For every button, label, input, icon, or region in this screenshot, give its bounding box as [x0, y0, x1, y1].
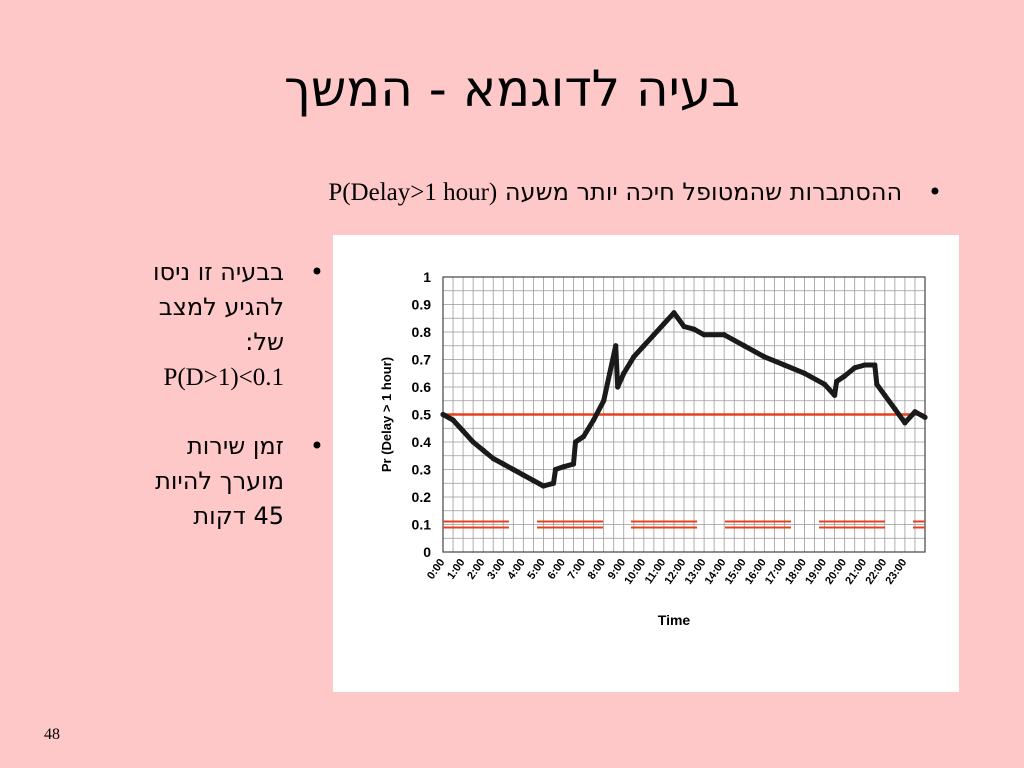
side-bullet-1: • בבעיה זו ניסו להגיע למצב של: P(D>1)<0.… [84, 255, 324, 395]
data-point [580, 433, 587, 440]
data-point [540, 483, 547, 489]
slide-title: בעיה לדוגמא - המשך [283, 60, 740, 118]
data-point [440, 411, 446, 418]
side-bullet-1-line-2: להגיע למצב [158, 293, 284, 321]
chart-panel: 0 0.1 0.2 0.3 0.4 0.5 0.6 0.7 0.8 0.9 1 0:00 1:00 2:0… [333, 235, 959, 692]
data-point [572, 439, 579, 445]
data-point [661, 321, 667, 327]
y-tick-label: 0.6 [412, 379, 432, 395]
bullet-dot: • [309, 258, 324, 286]
data-point [613, 343, 619, 349]
data-point [691, 326, 697, 332]
data-point [460, 428, 466, 434]
data-point [520, 472, 526, 478]
data-point [681, 323, 687, 330]
data-point [500, 461, 506, 467]
side-bullet-1-formula: P(D>1)<0.1 [163, 364, 284, 391]
data-point [912, 409, 918, 415]
top-bullet: • ההסתברות שהמטופל חיכה יותר משעה P(Dela… [328, 178, 942, 207]
x-tick-label: 5:00 [525, 557, 547, 582]
data-point [591, 417, 597, 423]
data-point [651, 332, 657, 338]
side-bullet-2-line-1: זמן שירות [186, 432, 284, 460]
y-tick-label: 0.4 [412, 434, 432, 450]
data-point [801, 370, 808, 376]
side-bullet-2-line-2: מוערך להיות [155, 467, 284, 495]
data-point [490, 455, 496, 462]
data-point [550, 480, 557, 486]
data-point [902, 420, 908, 426]
data-point [510, 466, 516, 473]
data-point [601, 398, 607, 404]
data-point [621, 370, 627, 376]
data-point [450, 417, 456, 423]
data-point [701, 332, 707, 338]
data-point [872, 362, 878, 368]
x-tick-label: 23:00 [883, 557, 909, 587]
data-point [892, 406, 898, 412]
data-point [882, 392, 888, 398]
x-axis-label: Time [658, 612, 691, 628]
page-number: 48 [44, 726, 60, 743]
y-tick-label: 1 [423, 269, 431, 285]
data-point [761, 354, 767, 360]
data-point [530, 477, 536, 484]
data-point [781, 362, 788, 368]
x-tick-label: 1:00 [445, 557, 467, 582]
y-tick-label: 0.7 [412, 352, 432, 368]
data-point [641, 343, 647, 349]
data-point [721, 332, 727, 338]
data-point [852, 365, 858, 371]
y-tick-label: 0.8 [412, 324, 432, 340]
data-point [480, 447, 486, 453]
side-bullet-1-line-1: בבעיה זו ניסו [152, 258, 284, 286]
data-point [470, 439, 476, 445]
x-tick-label: 10:00 [622, 557, 648, 587]
data-point [874, 381, 880, 387]
x-tick-label: 2:00 [465, 557, 487, 582]
data-point [842, 373, 848, 379]
y-tick-label: 0.3 [412, 462, 432, 478]
side-bullet-2: • זמן שירות מוערך להיות 45 דקות [84, 429, 324, 534]
x-tick-label: 4:00 [505, 557, 527, 582]
data-point [671, 310, 677, 316]
data-point [570, 461, 577, 467]
data-point [862, 362, 868, 368]
delay-probability-chart: 00.10.20.30.40.50.60.70.80.910:001:002:0… [379, 269, 928, 628]
top-bullet-text: ההסתברות שהמטופל חיכה יותר משעה [504, 178, 903, 206]
data-point [631, 354, 637, 360]
x-tick-label: 8:00 [586, 557, 608, 582]
data-point [615, 384, 621, 390]
y-tick-label: 0.2 [412, 489, 432, 505]
y-tick-label: 0.9 [412, 297, 432, 313]
x-tick-label: 7:00 [566, 557, 588, 582]
x-tick-label: 3:00 [485, 557, 507, 582]
data-point [821, 381, 828, 387]
data-point [741, 343, 747, 349]
side-bullet-2-line-3: 45 דקות [193, 502, 284, 530]
data-point [607, 370, 613, 376]
data-point [552, 466, 559, 473]
x-tick-label: 6:00 [545, 557, 567, 582]
bullet-dot: • [309, 432, 324, 460]
top-bullet-formula: P(Delay>1 hour) [328, 179, 498, 206]
y-tick-label: 0.5 [412, 407, 432, 423]
data-point [560, 464, 567, 470]
side-bullet-list: • בבעיה זו ניסו להגיע למצב של: P(D>1)<0.… [84, 255, 324, 568]
data-point [922, 414, 928, 420]
y-axis-label: Pr (Delay > 1 hour) [379, 357, 394, 472]
y-tick-label: 0 [423, 544, 431, 560]
side-bullet-1-line-3: של: [245, 328, 284, 356]
data-point [832, 392, 838, 398]
x-tick-label: 0:00 [425, 557, 447, 582]
y-tick-label: 0.1 [412, 517, 432, 533]
data-point [834, 378, 840, 385]
bullet-dot: • [927, 178, 942, 206]
